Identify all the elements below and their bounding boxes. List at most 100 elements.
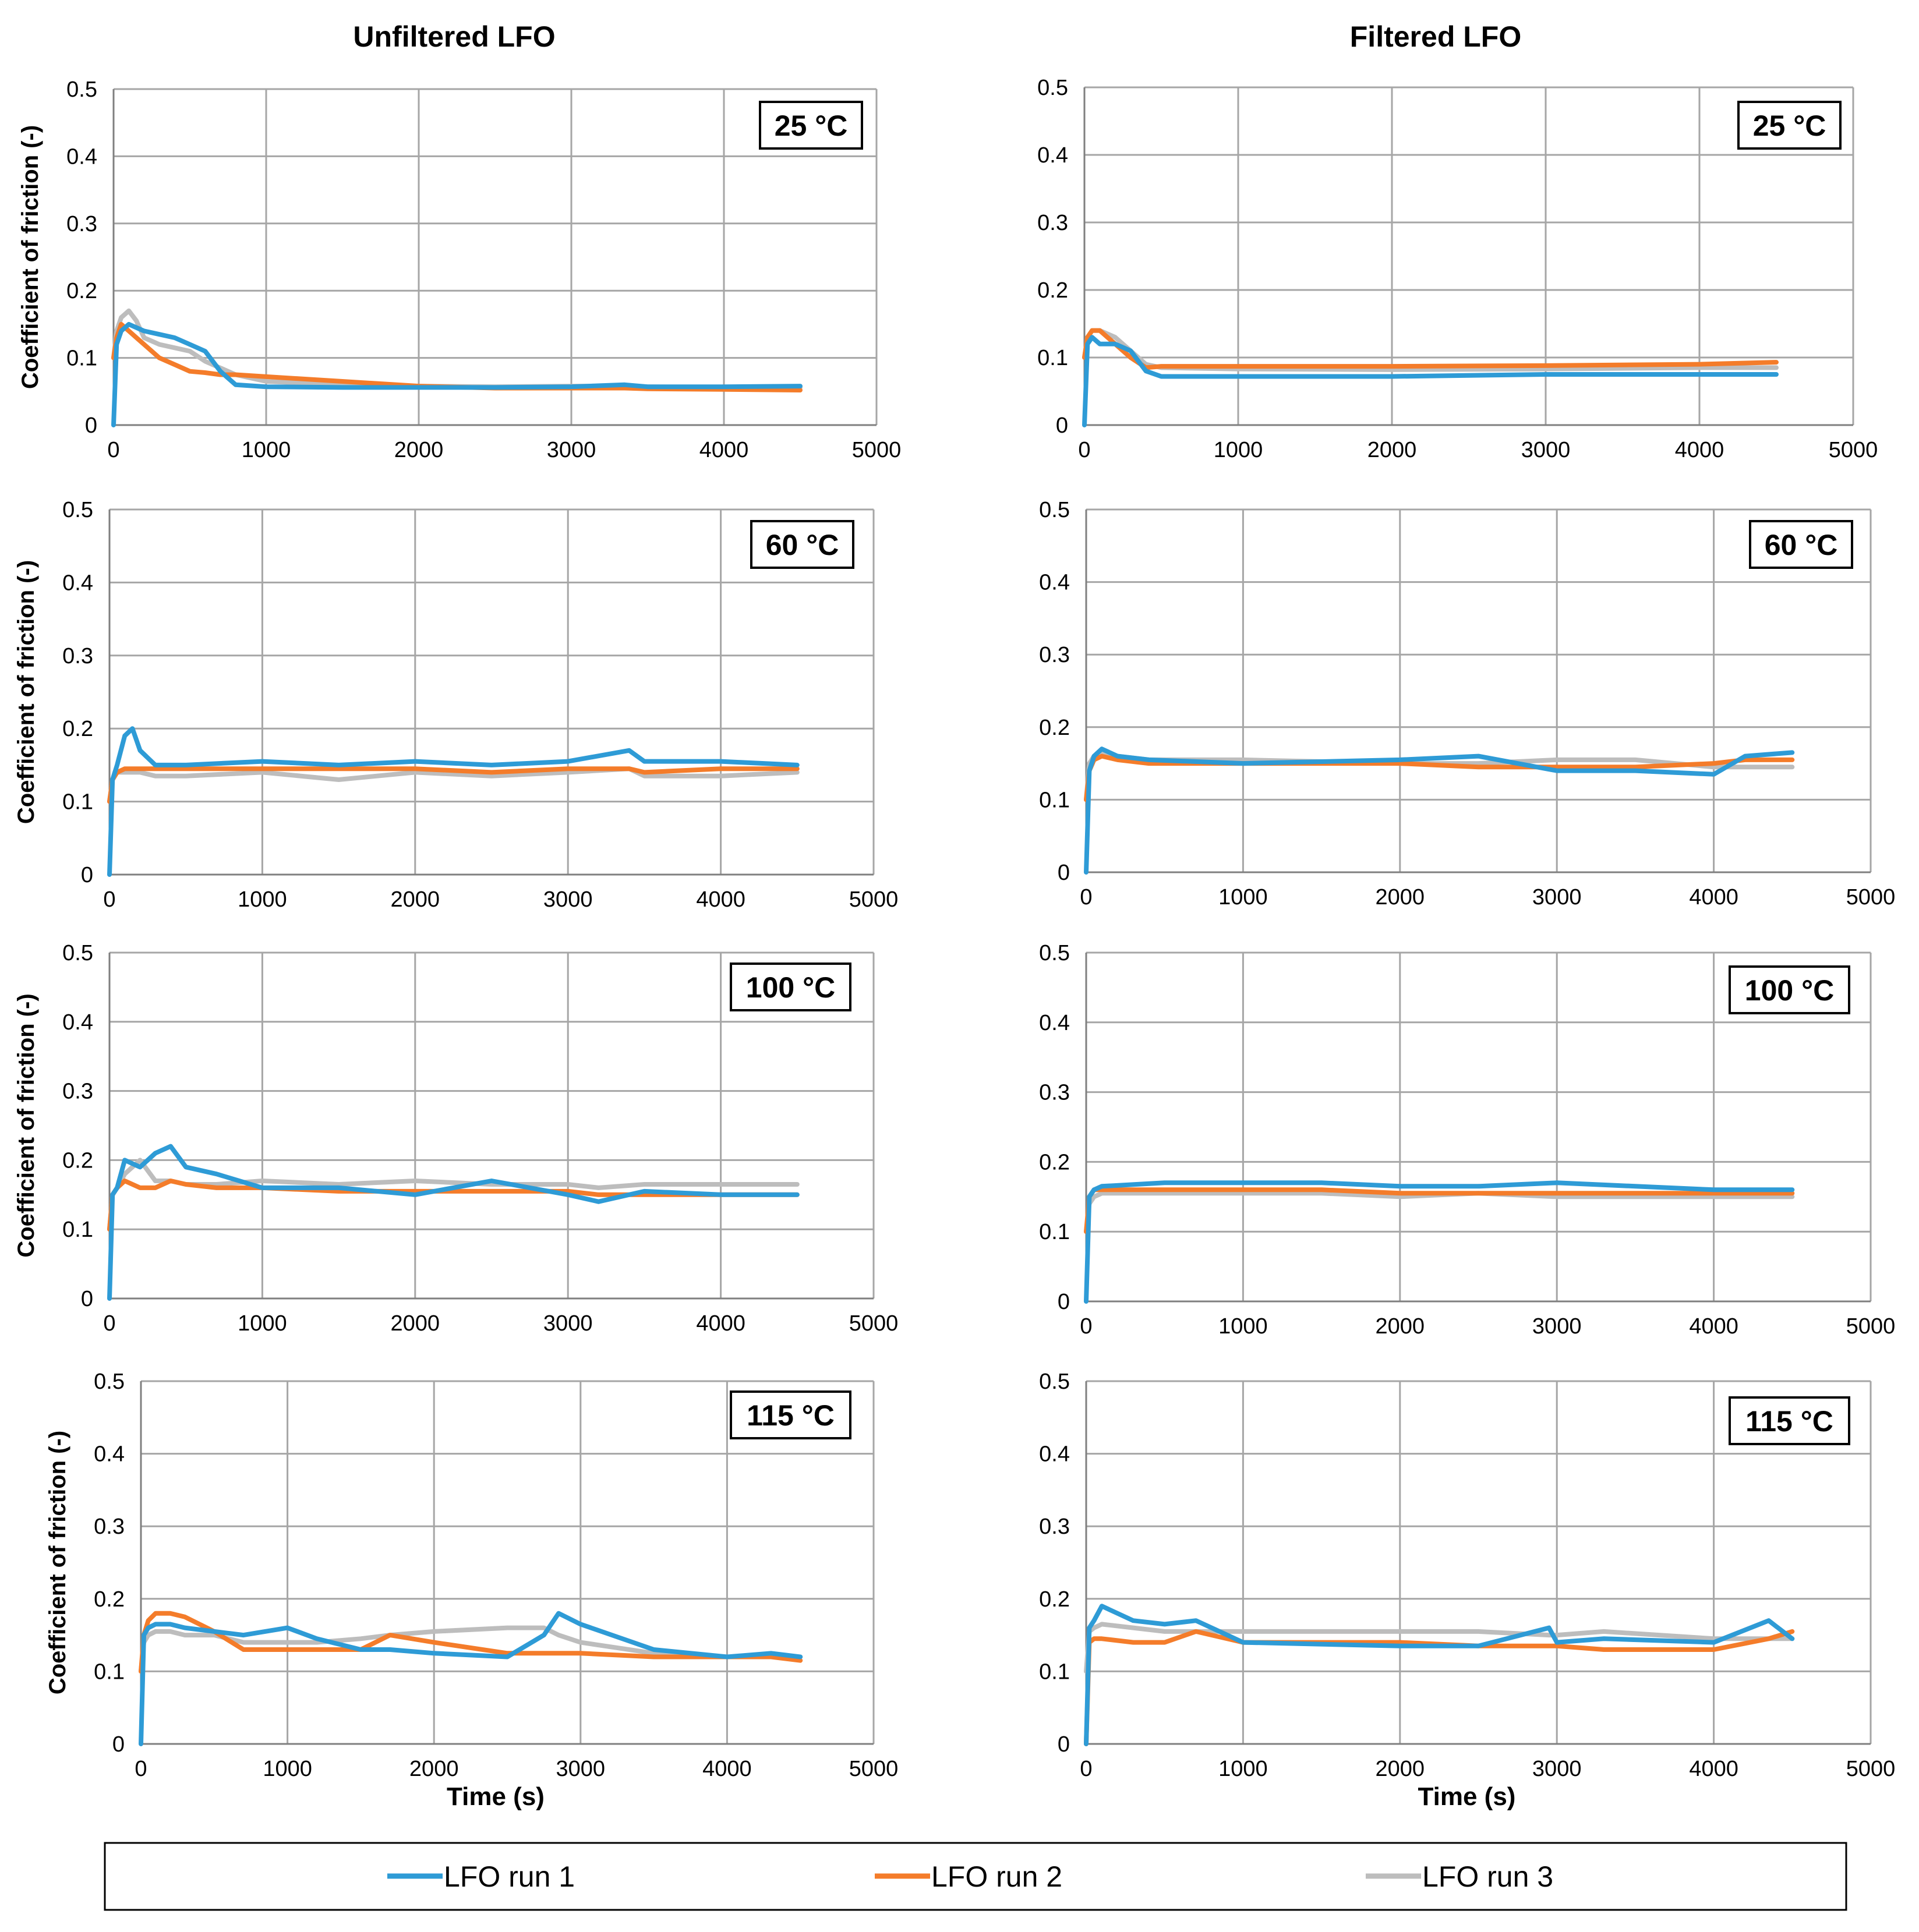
x-tick-label: 4000 [696,887,745,912]
y-tick-label: 0.2 [62,717,93,741]
legend: LFO run 1 LFO run 2 LFO run 3 [104,1842,1847,1911]
temperature-box [759,101,863,150]
x-tick-label: 0 [107,438,119,462]
x-tick-label: 5000 [1829,438,1878,462]
y-tick-label: 0.1 [1039,1659,1070,1684]
y-tick-label: 0.5 [66,77,97,102]
chart-panel-1: 0 1000 2000 3000 4000 5000 0 0.1 0.2 0.3 0.4 0.5 Coe… [17,77,901,462]
y-tick-label: 0.4 [62,571,93,595]
x-tick-label: 3000 [543,887,593,912]
x-axis-label: Time (s) [447,1782,545,1811]
x-tick-label: 1000 [1218,1314,1268,1339]
x-tick-label: 4000 [696,1311,745,1336]
chart-panel-4: 0 1000 2000 3000 4000 5000 0 0.1 0.2 0.3 0.4 0.5 60 … [1039,498,1895,910]
x-tick-label: 3000 [543,1311,593,1336]
series-line-run2 [107,1179,800,1232]
y-tick-label: 0.3 [94,1515,125,1539]
x-tick-label: 5000 [1846,885,1896,910]
y-tick-label: 0.4 [1039,1011,1070,1035]
chart-panel-2: 0 1000 2000 3000 4000 5000 0 0.1 0.2 0.3 0.4 0.5 25 … [1037,76,1878,462]
x-tick-label: 0 [1080,1314,1092,1339]
temperature-label: 25 °C [1753,109,1826,142]
y-tick-label: 0.5 [1037,76,1068,100]
y-tick-label: 0 [1058,1732,1070,1757]
y-tick-label: 0.2 [1039,716,1070,740]
x-tick-label: 5000 [1846,1757,1896,1781]
series-line-run3 [139,1625,803,1674]
x-tick-label: 3000 [556,1757,606,1781]
y-tick-label: 0 [112,1732,125,1757]
y-tick-label: 0.5 [1039,1370,1070,1394]
y-tick-label: 0.1 [62,1218,93,1242]
x-tick-label: 3000 [1532,885,1582,910]
series-line-run1 [107,1144,800,1301]
y-axis-label: Coefficient of friction (-) [13,560,39,824]
y-tick-label: 0.1 [1039,1220,1070,1244]
x-tick-label: 2000 [409,1757,459,1781]
y-tick-label: 0.5 [62,498,93,522]
temperature-box [750,520,854,569]
x-tick-label: 4000 [702,1757,752,1781]
x-tick-label: 1000 [242,438,291,462]
x-tick-label: 3000 [1521,438,1571,462]
x-tick-label: 1000 [238,1311,287,1336]
legend-label-run2: LFO run 2 [931,1860,1062,1893]
x-tick-label: 5000 [849,1757,899,1781]
x-tick-label: 0 [1080,1757,1092,1781]
legend-label-run3: LFO run 3 [1422,1860,1553,1893]
y-tick-label: 0.4 [66,144,97,169]
chart-panel-5: 0 1000 2000 3000 4000 5000 0 0.1 0.2 0.3 0.4 0.5 Coe… [13,941,898,1336]
y-tick-label: 0.3 [62,644,93,668]
y-tick-label: 0.2 [1037,278,1068,303]
y-tick-label: 0 [1058,1290,1070,1314]
x-tick-label: 3000 [1532,1314,1582,1339]
y-tick-label: 0.2 [66,279,97,303]
y-tick-label: 0.3 [1039,643,1070,667]
x-tick-label: 2000 [1367,438,1417,462]
series-line-run1 [111,321,803,427]
x-tick-label: 1000 [1218,1757,1268,1781]
y-tick-label: 0.1 [66,346,97,371]
x-tick-label: 3000 [547,438,596,462]
chart-panel-7: 0 1000 2000 3000 4000 5000 0 0.1 0.2 0.3 0.4 0.5 Coe… [45,1370,898,1811]
x-tick-label: 4000 [1689,1314,1738,1339]
x-tick-label: 5000 [849,887,899,912]
y-tick-label: 0.5 [94,1370,125,1394]
y-axis-label: Coefficient of friction (-) [17,125,43,389]
y-tick-label: 0.4 [62,1010,93,1035]
y-tick-label: 0.2 [1039,1150,1070,1174]
y-tick-label: 0.1 [1037,346,1068,370]
y-tick-label: 0.4 [94,1442,125,1467]
series-line-run3 [1084,1622,1795,1674]
temperature-box [1749,520,1853,569]
y-tick-label: 0.5 [62,941,93,965]
y-tick-label: 0.3 [1039,1081,1070,1105]
y-tick-label: 0.3 [1039,1515,1070,1539]
chart-panel-8: 0 1000 2000 3000 4000 5000 0 0.1 0.2 0.3 0.4 0.5 Tim… [1039,1370,1895,1811]
y-tick-label: 0.3 [62,1080,93,1104]
temperature-label: 60 °C [1765,529,1838,561]
y-tick-label: 0 [1056,413,1068,438]
x-tick-label: 0 [103,887,115,912]
y-tick-label: 0 [81,863,93,887]
series-line-run3 [1084,1191,1795,1234]
x-tick-label: 1000 [263,1757,312,1781]
x-tick-label: 1000 [1214,438,1263,462]
legend-label-run1: LFO run 1 [444,1860,575,1893]
temperature-box [730,963,851,1011]
y-tick-label: 0.3 [1037,211,1068,235]
x-tick-label: 2000 [1376,1314,1425,1339]
x-tick-label: 1000 [1218,885,1268,910]
y-tick-label: 0.2 [62,1148,93,1173]
column-title-filtered: Filtered LFO [1350,20,1521,53]
y-tick-label: 0.5 [1039,941,1070,965]
x-tick-label: 4000 [699,438,749,462]
x-tick-label: 4000 [1689,885,1738,910]
temperature-label: 100 °C [746,971,835,1004]
y-tick-label: 0.3 [66,212,97,236]
y-tick-label: 0.1 [94,1659,125,1684]
series-line-run1 [139,1611,803,1746]
series-line-run1 [107,726,800,877]
y-tick-label: 0.4 [1039,571,1070,595]
y-tick-label: 0.4 [1039,1442,1070,1467]
